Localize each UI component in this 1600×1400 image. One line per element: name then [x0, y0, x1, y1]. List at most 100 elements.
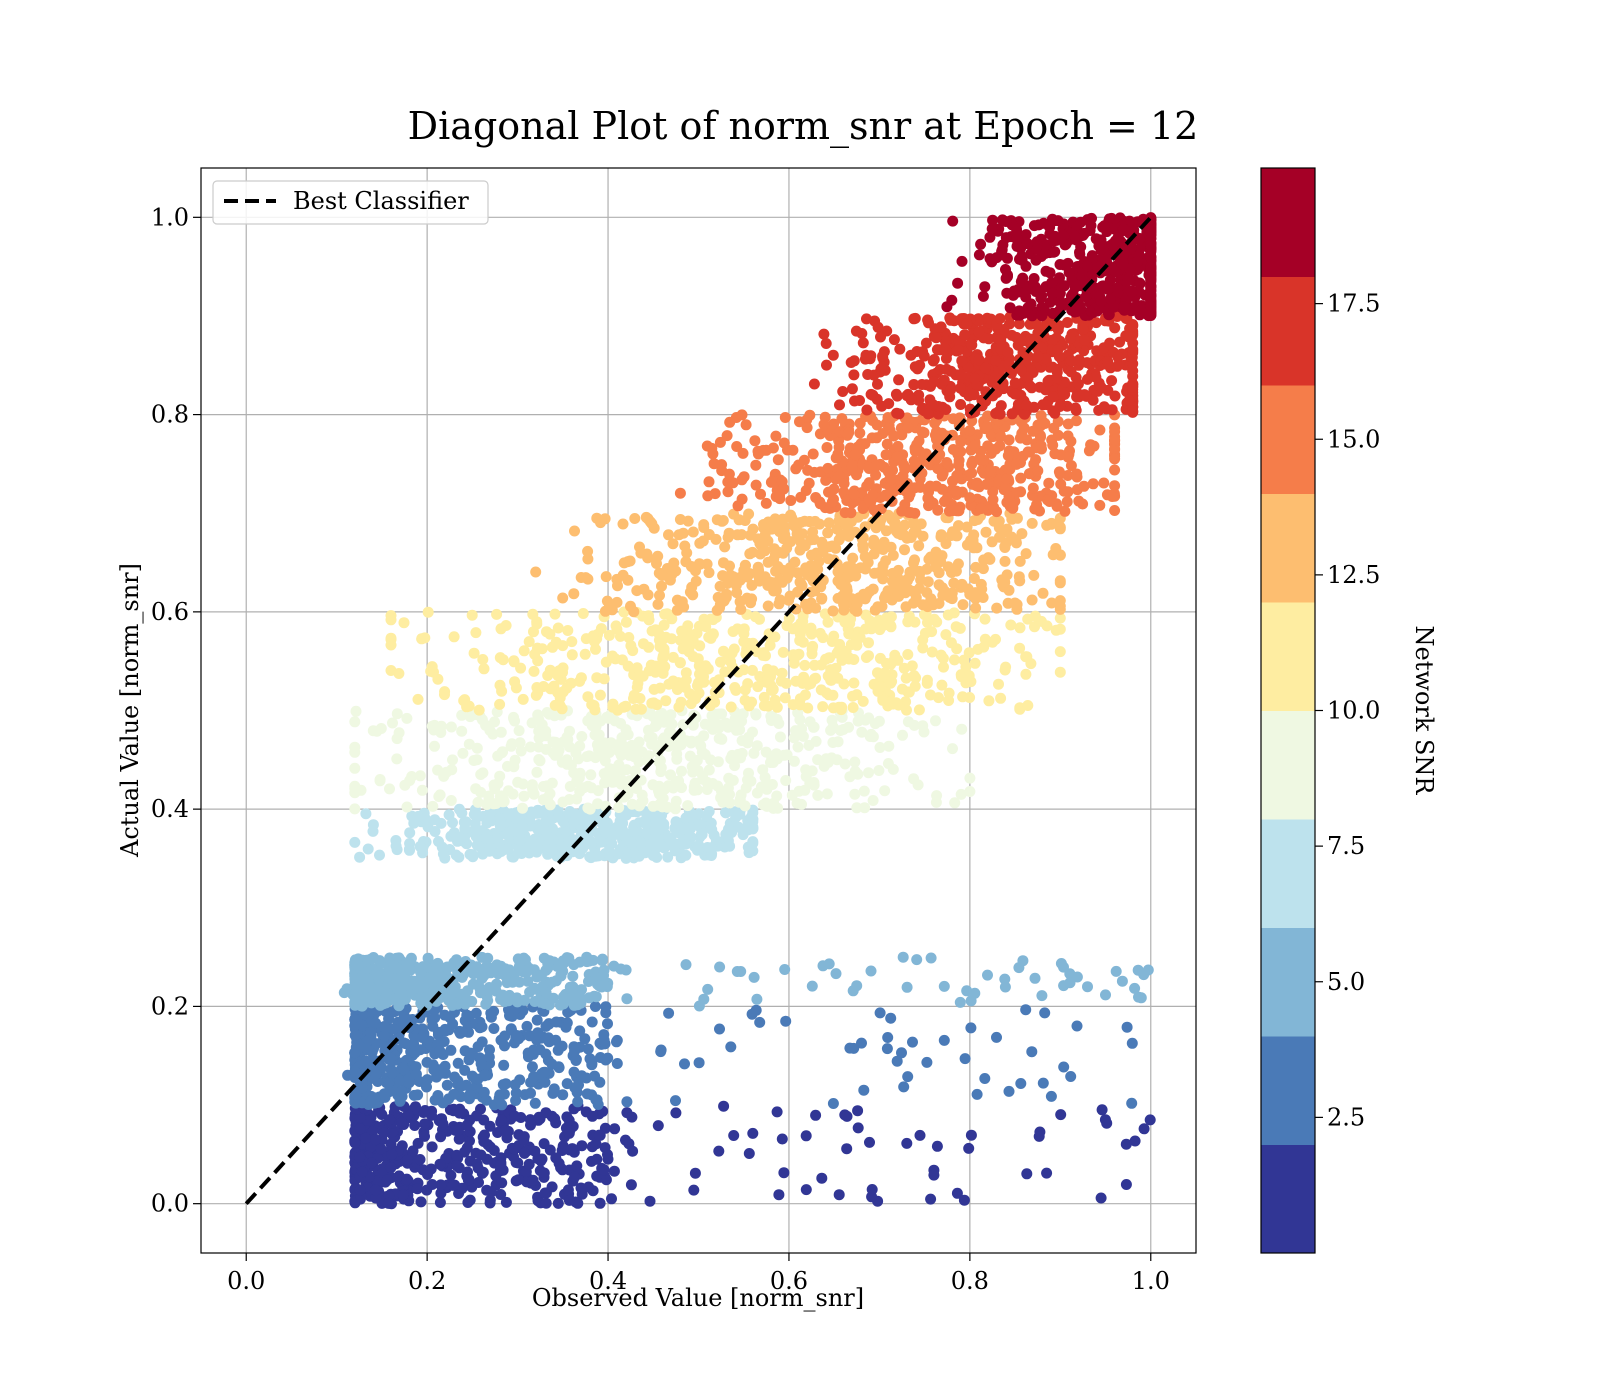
scatter-point [454, 1107, 465, 1119]
scatter-point [654, 589, 665, 601]
scatter-point [1015, 1078, 1027, 1089]
scatter-point [739, 823, 751, 835]
scatter-point [355, 784, 367, 796]
scatter-point [1022, 700, 1034, 711]
scatter-point [794, 544, 806, 556]
scatter-point [354, 974, 366, 986]
scatter-point [582, 802, 594, 814]
scatter-point [993, 406, 1005, 418]
scatter-point [873, 567, 885, 578]
scatter-point [771, 1106, 783, 1118]
scatter-point [1017, 347, 1029, 358]
scatter-point [769, 520, 781, 532]
scatter-point [712, 756, 724, 768]
scatter-point [725, 753, 737, 765]
scatter-point [955, 382, 966, 394]
scatter-point [625, 640, 637, 652]
scatter-point [779, 412, 791, 423]
scatter-point [1112, 351, 1124, 363]
scatter-point [667, 538, 679, 550]
scatter-point [955, 788, 967, 800]
scatter-point [447, 1018, 459, 1030]
scatter-point [1006, 408, 1018, 420]
scatter-point [747, 837, 759, 849]
scatter-point [926, 646, 938, 658]
scatter-point [456, 1080, 468, 1092]
scatter-point [964, 425, 976, 437]
scatter-point [627, 1145, 639, 1157]
scatter-point [362, 843, 374, 855]
scatter-point [533, 1111, 545, 1123]
scatter-point [459, 988, 471, 1000]
scatter-point [440, 1025, 452, 1037]
scatter-point [1010, 534, 1022, 546]
scatter-point [448, 631, 460, 643]
scatter-point [1003, 1085, 1015, 1097]
scatter-point [990, 355, 1002, 367]
scatter-point [851, 639, 863, 651]
scatter-point [747, 1127, 759, 1139]
scatter-point [384, 1114, 396, 1126]
scatter-point [597, 748, 609, 759]
scatter-point [584, 851, 596, 863]
scatter-point [387, 717, 398, 729]
scatter-point [802, 702, 814, 714]
scatter-point [814, 498, 826, 510]
scatter-point [552, 1044, 564, 1056]
scatter-point [537, 807, 549, 819]
scatter-point [456, 971, 468, 983]
scatter-point [412, 1137, 424, 1149]
scatter-point [605, 828, 617, 840]
scatter-point [880, 449, 892, 461]
scatter-point [429, 965, 441, 977]
scatter-point [574, 786, 586, 797]
scatter-point [959, 1053, 971, 1065]
scatter-point [620, 616, 632, 628]
scatter-point [864, 615, 876, 627]
scatter-point [497, 989, 509, 1001]
scatter-point [935, 531, 947, 543]
scatter-point [360, 1055, 372, 1067]
scatter-point [586, 1016, 598, 1028]
scatter-point [752, 561, 764, 573]
scatter-point [349, 1066, 361, 1078]
scatter-point [979, 1073, 991, 1084]
scatter-point [714, 436, 726, 448]
scatter-point [605, 737, 617, 749]
scatter-point [746, 664, 758, 676]
scatter-point [931, 616, 943, 628]
scatter-point [350, 1089, 362, 1101]
scatter-point [658, 619, 670, 631]
scatter-point [379, 1030, 390, 1042]
scatter-point [951, 643, 963, 655]
scatter-point [432, 1090, 444, 1101]
scatter-point [859, 714, 871, 726]
scatter-point [845, 357, 857, 368]
scatter-point [979, 281, 991, 293]
scatter-point [445, 1169, 457, 1181]
scatter-point [999, 555, 1011, 567]
scatter-point [670, 795, 682, 807]
scatter-point [1026, 594, 1038, 606]
scatter-point [941, 363, 953, 375]
scatter-point [684, 823, 696, 835]
scatter-point [902, 1071, 914, 1083]
scatter-point [748, 971, 760, 983]
scatter-point [1121, 1021, 1133, 1033]
scatter-point [953, 459, 965, 471]
scatter-point [994, 531, 1005, 543]
scatter-point [827, 349, 839, 361]
scatter-point [899, 463, 911, 475]
scatter-point [517, 693, 529, 705]
scatter-point [810, 1109, 822, 1121]
scatter-point [397, 1189, 409, 1201]
scatter-point [965, 995, 977, 1007]
scatter-point [586, 1110, 598, 1122]
scatter-point [787, 444, 799, 456]
scatter-point [802, 464, 814, 476]
scatter-point [480, 1094, 492, 1106]
scatter-point [741, 592, 753, 604]
scatter-point [608, 1165, 620, 1177]
scatter-point [846, 460, 858, 471]
scatter-point [748, 747, 760, 759]
